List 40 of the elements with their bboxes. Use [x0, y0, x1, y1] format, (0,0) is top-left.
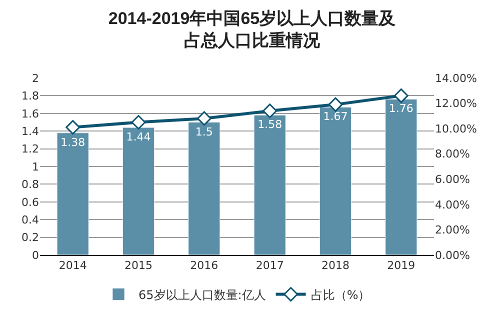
y-tick-label: 1.8 [22, 90, 39, 103]
x-tick-label: 2018 [322, 259, 350, 272]
point [394, 88, 408, 103]
y2-tick-label: 0.00% [435, 248, 470, 262]
y2-tick-label: 10.00% [435, 122, 477, 136]
x-tick-label: 2019 [387, 259, 416, 272]
data-label: 1.38 [60, 136, 86, 149]
y2-tick-label: 6.00% [435, 172, 470, 186]
y-tick-label: 0 [32, 248, 39, 262]
x-tick-label: 2016 [190, 259, 218, 272]
y-tick-label: 0.4 [22, 213, 39, 226]
point [328, 97, 343, 112]
y2-tick-label: 12.00% [435, 97, 477, 110]
y2-tick-label: 4.00% [435, 198, 470, 212]
point [196, 111, 212, 126]
data-label: 1.58 [258, 118, 282, 132]
y-tick-label: 1.6 [22, 107, 39, 120]
legend-label: 65岁以上人口数量:亿人 [138, 288, 266, 302]
y2-tick-label: 2.00% [435, 224, 470, 237]
y2-tick-label: 14.00% [435, 72, 477, 85]
chart-title: 2014-2019年中国65岁以上人口数量及占总人口比重情况 [108, 9, 397, 50]
point [66, 120, 80, 135]
point [262, 104, 278, 118]
y-tick-label: 0.2 [22, 231, 39, 244]
y-tick-label: 1 [32, 160, 39, 174]
y2-tick-label: 8.00% [435, 148, 470, 161]
data-label: 1.5 [195, 125, 213, 138]
y-tick-label: 1.2 [22, 142, 39, 156]
x-tick-label: 2017 [256, 259, 284, 272]
x-tick-label: 2014 [58, 259, 87, 272]
y-tick-label: 0.6 [22, 196, 39, 209]
legend-label: 占比（%） [310, 288, 370, 302]
x-tick-label: 2015 [124, 259, 152, 272]
y-tick-label: 0.8 [22, 178, 39, 192]
data-label: 1.67 [323, 110, 348, 124]
data-label: 1.76 [388, 102, 414, 116]
point [131, 115, 146, 130]
data-label: 1.44 [126, 130, 151, 144]
y-tick-label: 1.4 [22, 124, 39, 138]
y-tick-label: 2 [32, 72, 39, 85]
